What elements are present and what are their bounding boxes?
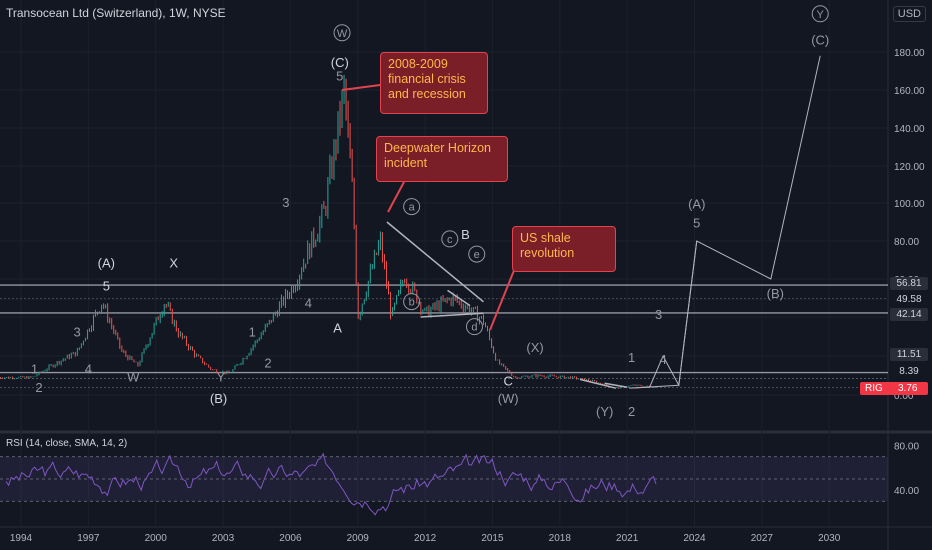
wave-label: A (333, 321, 342, 336)
wedge-line (579, 378, 617, 389)
wave-label-circle (403, 293, 421, 311)
wave-label: 1 (249, 325, 256, 340)
wave-label: (Y) (596, 404, 613, 419)
x-tick-label: 2024 (683, 533, 706, 544)
x-tick-label: 2021 (616, 533, 639, 544)
wave-label: (A) (98, 256, 115, 271)
wave-label: 4 (305, 296, 312, 311)
wave-label: (C) (811, 32, 829, 47)
wave-label: 2 (628, 404, 635, 419)
wave-label: b (409, 297, 415, 309)
projection-path-alt (629, 240, 698, 389)
projection-path (629, 55, 821, 389)
wave-label: e (474, 249, 480, 261)
wave-label: 1 (31, 362, 38, 377)
wave-label-circle (468, 245, 486, 263)
wave-label: 3 (74, 325, 81, 340)
triangle-line (420, 312, 484, 318)
x-tick-label: 2030 (818, 533, 841, 544)
callout-pointer (489, 267, 516, 331)
x-tick-label: 1994 (10, 533, 33, 544)
x-tick-label: 2006 (279, 533, 302, 544)
wave-label: (A) (688, 197, 705, 212)
rsi-title: RSI (14, close, SMA, 14, 2) (6, 438, 127, 449)
wave-label-circle (811, 5, 829, 23)
wave-label: W (337, 28, 348, 40)
y-tick-label: 100.00 (894, 199, 925, 210)
ticker-symbol: RIG (865, 383, 883, 394)
current-price-tag: RIG 3.76 (860, 382, 928, 395)
wave-label: a (409, 202, 416, 214)
triangle-line (386, 221, 484, 303)
x-tick-label: 1997 (77, 533, 100, 544)
level-label-11-51: 11.51 (890, 348, 928, 361)
callout-pointer (387, 181, 405, 213)
x-tick-label: 2000 (145, 533, 168, 544)
wave-label-circle (403, 198, 421, 216)
wedge-line (604, 382, 628, 388)
x-tick-label: 2012 (414, 533, 437, 544)
wave-label: C (503, 373, 512, 388)
y-tick-label: 80.00 (894, 237, 919, 248)
wave-label: 5 (103, 278, 110, 293)
wave-label: (X) (526, 340, 543, 355)
rsi-tick-label: 80.00 (894, 442, 919, 453)
level-label-42-14: 42.14 (890, 308, 928, 321)
wave-label: B (461, 227, 470, 242)
callout-pointer (341, 84, 381, 91)
wave-label: X (169, 256, 178, 271)
callout-financial-crisis: 2008-2009 financial crisis and recession (380, 52, 488, 114)
wave-label: 2 (35, 380, 42, 395)
x-tick-label: 2018 (549, 533, 572, 544)
current-price-value: 3.76 (898, 383, 918, 394)
currency-selector[interactable]: USD (892, 6, 926, 22)
wave-label-circle (441, 230, 459, 248)
wave-label: (B) (210, 391, 227, 406)
wave-label: 4 (85, 362, 92, 377)
chart-title: Transocean Ltd (Switzerland), 1W, NYSE (6, 6, 226, 20)
wave-label: (B) (767, 286, 784, 301)
level-label-49-58: 49.58 (896, 294, 922, 305)
y-tick-label: 0.00 (894, 391, 914, 402)
callout-deepwater-horizon: Deepwater Horizon incident (376, 136, 508, 182)
wave-label: 2 (264, 356, 271, 371)
wave-label: 5 (336, 69, 343, 84)
rsi-panel: RSI (14, close, SMA, 14, 2) 80.00 40.00 (0, 438, 919, 516)
x-tick-label: 2015 (481, 533, 504, 544)
wave-label: 3 (655, 307, 662, 322)
wave-label-circle (465, 318, 483, 336)
wave-label: 4 (659, 352, 666, 367)
wave-label: 3 (282, 195, 289, 210)
wave-label: (C) (331, 55, 349, 70)
wave-label-circle (333, 24, 351, 42)
wave-label: d (471, 322, 477, 334)
wave-label: c (447, 234, 453, 246)
rsi-tick-label: 40.00 (894, 486, 919, 497)
level-label-8-39: 8.39 (899, 366, 919, 377)
wave-label: 5 (693, 216, 700, 231)
x-tick-label: 2009 (347, 533, 370, 544)
wave-label: (W) (498, 391, 519, 406)
y-tick-label: 140.00 (894, 124, 925, 135)
triangle-line (447, 289, 471, 307)
rsi-line (5, 452, 657, 516)
x-tick-label: 2027 (751, 533, 774, 544)
y-tick-label: 120.00 (894, 162, 925, 173)
x-tick-label: 2003 (212, 533, 235, 544)
y-tick-label: 180.00 (894, 48, 925, 59)
wave-label: W (127, 369, 140, 384)
wave-label: 1 (628, 350, 635, 365)
level-label-56-81: 56.81 (890, 277, 928, 290)
y-tick-label: 160.00 (894, 86, 925, 97)
callout-us-shale: US shale revolution (512, 226, 616, 272)
price-bars (0, 74, 656, 389)
wave-label: Y (817, 9, 825, 21)
wave-label: Y (216, 369, 225, 384)
